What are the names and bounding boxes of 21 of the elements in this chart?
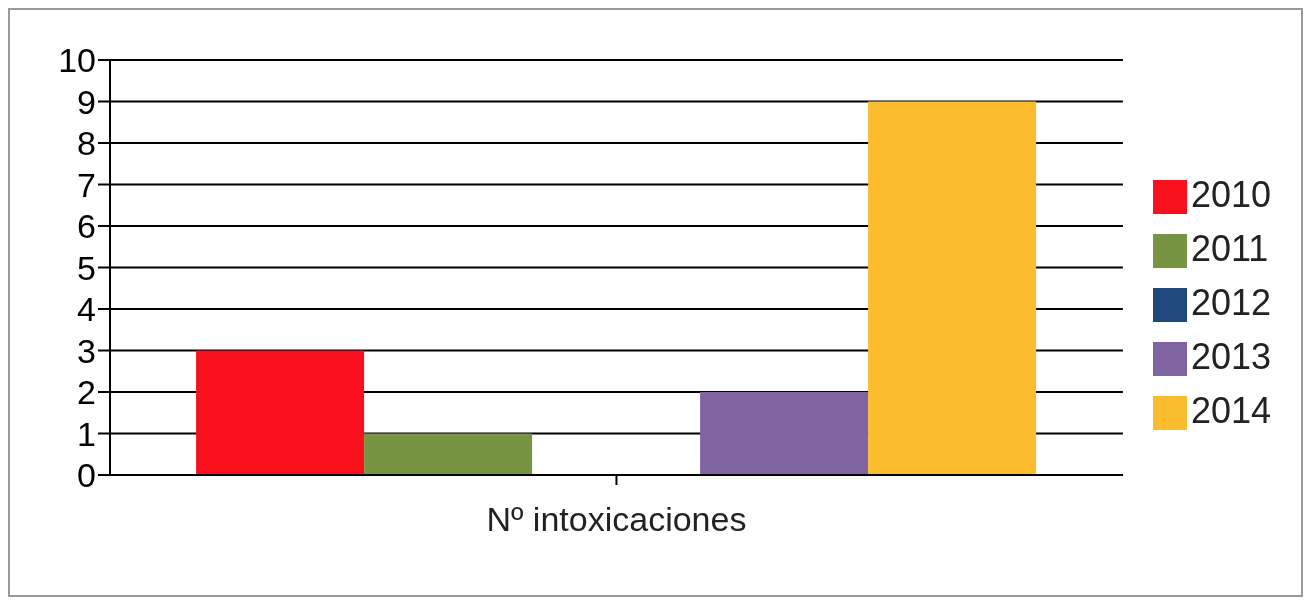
y-tick-label: 4 xyxy=(77,290,96,329)
y-tick-label: 1 xyxy=(77,414,96,453)
y-tick-label: 3 xyxy=(77,331,96,370)
y-tick-label: 5 xyxy=(77,248,96,287)
x-tick-label: Nº intoxicaciones xyxy=(486,500,747,539)
legend-label: 2010 xyxy=(1190,173,1271,215)
y-tick-label: 0 xyxy=(77,456,96,495)
legend-label: 2013 xyxy=(1190,335,1271,377)
bar xyxy=(364,433,533,475)
y-tick-label: 2 xyxy=(77,373,96,412)
y-tick-label: 10 xyxy=(58,41,96,80)
legend-label: 2012 xyxy=(1190,281,1271,323)
y-tick-label: 7 xyxy=(77,165,96,204)
y-tick-label: 9 xyxy=(77,82,96,121)
y-tick-label: 6 xyxy=(77,207,96,246)
legend-label: 2011 xyxy=(1190,227,1269,269)
bar xyxy=(196,350,365,475)
bar xyxy=(700,392,869,475)
legend-label: 2014 xyxy=(1190,389,1271,431)
bar xyxy=(868,101,1037,475)
y-tick-label: 8 xyxy=(77,124,96,163)
